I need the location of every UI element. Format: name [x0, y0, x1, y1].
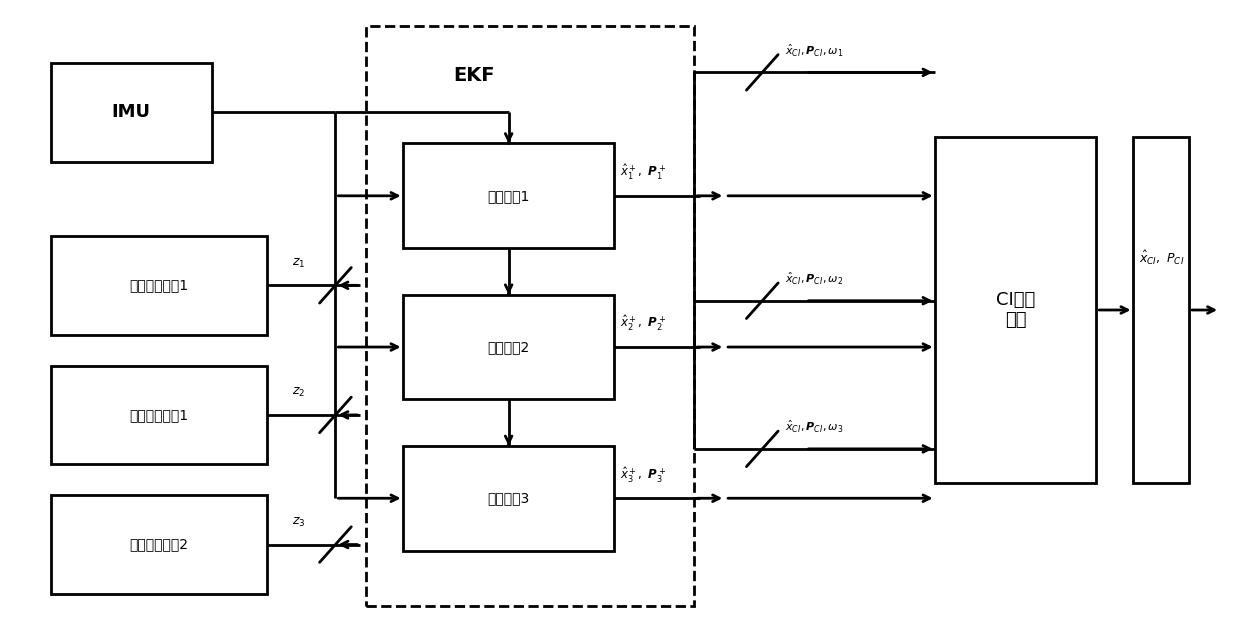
Bar: [366, 26, 694, 606]
Text: 子滤波器2: 子滤波器2: [487, 340, 529, 354]
Text: $\hat{x}_{CI},\boldsymbol{P}_{CI},\omega_3$: $\hat{x}_{CI},\boldsymbol{P}_{CI},\omega…: [785, 419, 843, 435]
Text: CI信息
融合: CI信息 融合: [996, 291, 1035, 329]
Bar: [1133, 137, 1189, 483]
Text: 子滤波器3: 子滤波器3: [487, 491, 529, 505]
Bar: [51, 63, 212, 162]
Text: $z_1$: $z_1$: [291, 257, 305, 270]
Bar: [51, 236, 268, 335]
Bar: [935, 137, 1096, 483]
Text: $z_3$: $z_3$: [291, 516, 305, 529]
Bar: [51, 366, 268, 464]
Text: EKF: EKF: [453, 66, 495, 85]
Bar: [403, 294, 614, 399]
Text: $\hat{x}_{CI},\boldsymbol{P}_{CI},\omega_2$: $\hat{x}_{CI},\boldsymbol{P}_{CI},\omega…: [785, 271, 843, 287]
Text: $\hat{x}_3^+,\ \boldsymbol{P}_3^+$: $\hat{x}_3^+,\ \boldsymbol{P}_3^+$: [620, 465, 666, 485]
Bar: [403, 446, 614, 551]
Text: $\hat{x}_2^+,\ \boldsymbol{P}_2^+$: $\hat{x}_2^+,\ \boldsymbol{P}_2^+$: [620, 314, 666, 334]
Text: $\hat{x}_{CI},\ P_{CI}$: $\hat{x}_{CI},\ P_{CI}$: [1138, 249, 1184, 267]
Text: $\hat{x}_1^+,\ \boldsymbol{P}_1^+$: $\hat{x}_1^+,\ \boldsymbol{P}_1^+$: [620, 163, 666, 182]
Text: 在轨信标测量2: 在轨信标测量2: [130, 538, 188, 552]
Text: IMU: IMU: [112, 104, 151, 122]
Text: 在轨信标测量1: 在轨信标测量1: [129, 408, 188, 422]
Text: $z_2$: $z_2$: [291, 386, 305, 399]
Bar: [403, 143, 614, 248]
Bar: [51, 495, 268, 594]
Text: $\hat{x}_{CI},\boldsymbol{P}_{CI},\omega_1$: $\hat{x}_{CI},\boldsymbol{P}_{CI},\omega…: [785, 43, 843, 59]
Text: 表面信标测量1: 表面信标测量1: [129, 278, 188, 292]
Text: 子滤波器1: 子滤波器1: [487, 189, 529, 203]
